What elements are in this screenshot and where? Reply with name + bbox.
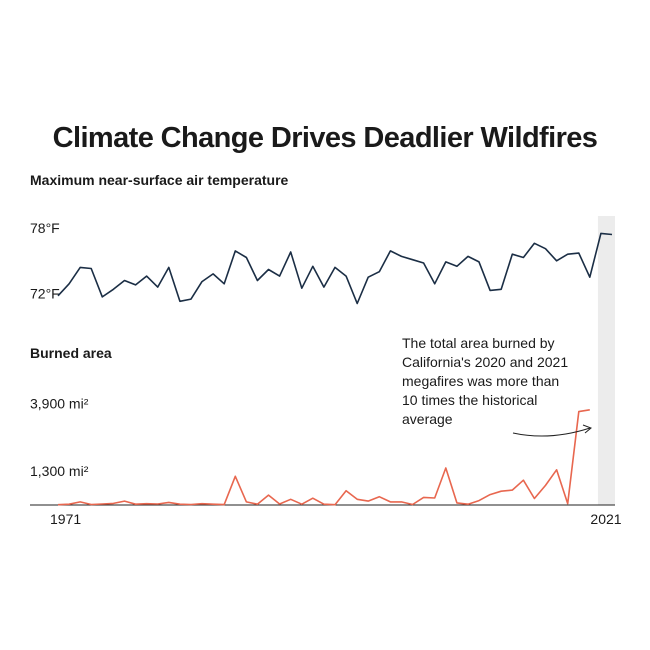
annotation-line: 10 times the historical (402, 392, 537, 408)
temperature-tick-label: 78°F (30, 220, 60, 236)
annotation-arrow (512, 427, 591, 437)
annotation-arrowhead (582, 424, 592, 434)
burned-area-tick-label: 3,900 mi² (30, 395, 89, 411)
annotation-line: average (402, 411, 453, 427)
temperature-series-line (57, 232, 613, 305)
highlight-band-2020-2021 (597, 216, 615, 505)
annotation-line: megafires was more than (402, 373, 559, 389)
annotation-line: California's 2020 and 2021 (402, 354, 568, 370)
annotation-line: The total area burned by (402, 335, 555, 351)
temperature-panel-label: Maximum near-surface air temperature (30, 172, 289, 188)
burned-area-tick-label: 1,300 mi² (30, 463, 89, 479)
burned-area-series-line (57, 409, 590, 506)
x-tick-label: 1971 (50, 511, 81, 527)
x-tick-label: 2021 (590, 511, 621, 527)
chart-title: Climate Change Drives Deadlier Wildfires (52, 122, 598, 154)
temperature-tick-label: 72°F (30, 286, 60, 302)
burned-area-panel-label: Burned area (30, 345, 112, 361)
